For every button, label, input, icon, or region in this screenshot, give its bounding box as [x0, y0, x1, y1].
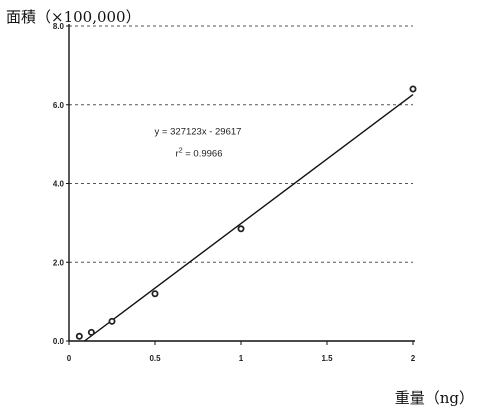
y-tick-label: 0.0 [53, 337, 65, 346]
data-point [237, 225, 245, 233]
data-point [409, 85, 417, 93]
tick-labels: 0.0 2.0 4.0 6.0 8.0 0 0.5 1 1.5 2 [53, 22, 416, 363]
y-tick-label: 6.0 [53, 101, 65, 110]
x-tick-label: 0.5 [149, 354, 161, 363]
trend-line [84, 93, 414, 342]
data-point [151, 290, 159, 298]
y-tick-label: 8.0 [53, 22, 65, 31]
x-axis-label: 重量（ng） [395, 389, 474, 407]
x-tick-label: 0 [67, 354, 72, 363]
regression-equation: y = 327123x - 29617 [155, 126, 242, 137]
x-tick-label: 1 [239, 354, 244, 363]
data-point [75, 332, 83, 340]
x-tick-label: 2 [411, 354, 416, 363]
x-tick-label: 1.5 [321, 354, 333, 363]
y-tick-label: 2.0 [53, 258, 65, 267]
r2-superscript: 2 [179, 147, 183, 154]
r-squared-annotation: r2 = 0.9966 [176, 147, 223, 159]
data-point [108, 317, 116, 325]
data-point [87, 328, 95, 336]
y-axis-label: 面積（×100,000） [6, 8, 141, 26]
data-points [75, 85, 417, 340]
y-tick-label: 4.0 [53, 180, 65, 189]
r2-prefix: r [176, 148, 179, 159]
r2-value: = 0.9966 [183, 148, 223, 159]
